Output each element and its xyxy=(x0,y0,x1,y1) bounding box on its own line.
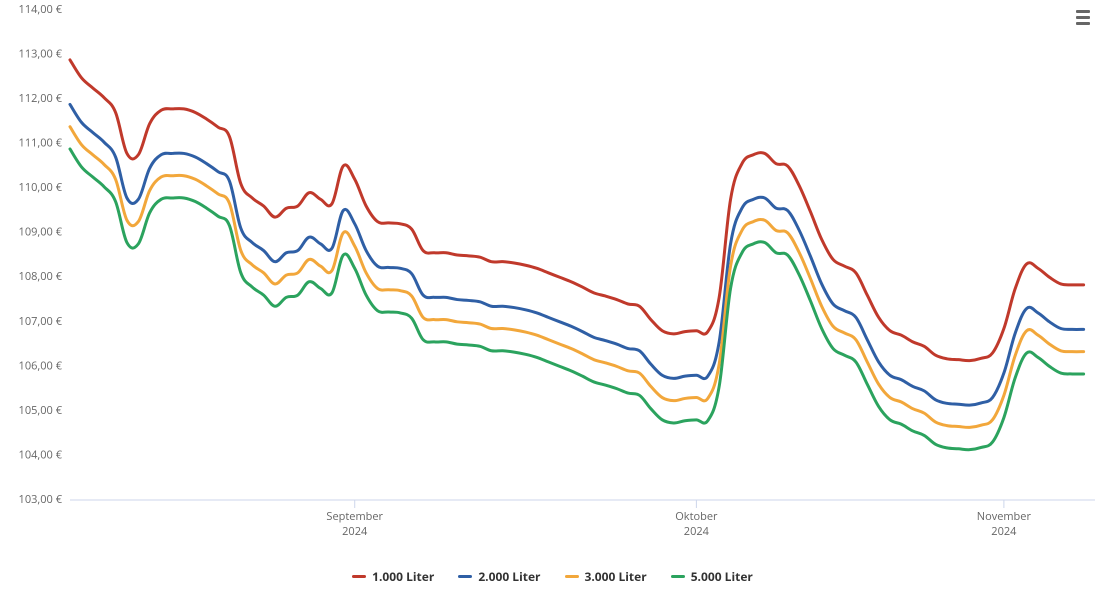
y-axis-tick-label: 111,00 € xyxy=(19,136,63,151)
x-axis-tick-label-month: November xyxy=(977,509,1032,524)
legend-item[interactable]: 5.000 Liter xyxy=(671,568,753,585)
legend-item[interactable]: 3.000 Liter xyxy=(565,568,647,585)
legend-swatch xyxy=(352,575,366,578)
legend-label: 1.000 Liter xyxy=(372,568,434,585)
legend-label: 3.000 Liter xyxy=(585,568,647,585)
series-line[interactable] xyxy=(70,60,1084,361)
legend-label: 2.000 Liter xyxy=(478,568,540,585)
y-axis-tick-label: 112,00 € xyxy=(19,91,63,106)
x-axis-tick-label-year: 2024 xyxy=(684,524,710,539)
x-axis-tick-label-month: September xyxy=(326,509,383,524)
y-axis-tick-label: 113,00 € xyxy=(19,46,63,61)
series-line[interactable] xyxy=(70,104,1084,405)
y-axis-tick-label: 104,00 € xyxy=(19,447,63,462)
y-axis-tick-label: 103,00 € xyxy=(19,492,63,507)
legend-swatch xyxy=(458,575,472,578)
legend-item[interactable]: 1.000 Liter xyxy=(352,568,434,585)
x-axis-tick-label-month: Oktober xyxy=(675,509,718,524)
x-axis-tick-label-year: 2024 xyxy=(991,524,1017,539)
legend-label: 5.000 Liter xyxy=(691,568,753,585)
x-axis-tick-label-year: 2024 xyxy=(342,524,368,539)
legend: 1.000 Liter 2.000 Liter 3.000 Liter 5.000 L… xyxy=(0,565,1105,585)
y-axis-tick-label: 114,00 € xyxy=(19,2,63,17)
hamburger-menu-icon[interactable] xyxy=(1071,6,1095,28)
legend-item[interactable]: 2.000 Liter xyxy=(458,568,540,585)
y-axis-tick-label: 108,00 € xyxy=(19,269,63,284)
chart-svg: 103,00 € 104,00 € 105,00 € 106,00 € 107,00 €… xyxy=(0,0,1105,602)
line-chart: 103,00 € 104,00 € 105,00 € 106,00 € 107,00 €… xyxy=(0,0,1105,602)
legend-swatch xyxy=(671,575,685,578)
legend-swatch xyxy=(565,575,579,578)
y-axis-tick-label: 109,00 € xyxy=(19,225,63,240)
y-axis-tick-label: 105,00 € xyxy=(19,403,63,418)
y-axis-tick-label: 110,00 € xyxy=(19,180,63,195)
y-axis-tick-label: 106,00 € xyxy=(19,358,63,373)
y-axis-tick-label: 107,00 € xyxy=(19,314,63,329)
